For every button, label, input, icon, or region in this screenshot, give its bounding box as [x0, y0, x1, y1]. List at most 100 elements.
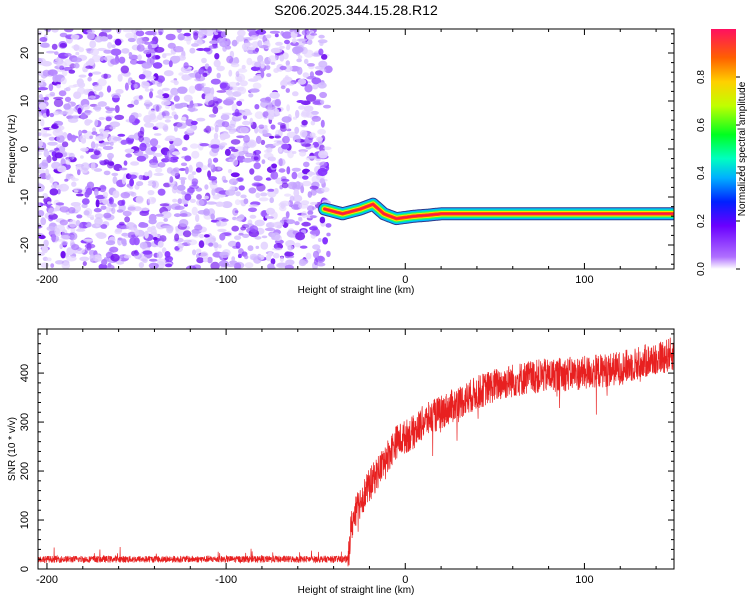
noise-speckle	[117, 133, 126, 137]
noise-speckle	[196, 199, 205, 206]
noise-speckle	[254, 104, 260, 110]
noise-speckle	[170, 87, 179, 96]
noise-speckle	[155, 167, 163, 173]
noise-speckle	[303, 58, 309, 65]
noise-speckle	[111, 207, 116, 214]
noise-speckle	[312, 84, 319, 90]
noise-speckle	[38, 183, 45, 192]
noise-speckle	[133, 99, 139, 106]
noise-speckle	[269, 197, 275, 204]
noise-speckle	[279, 45, 285, 50]
noise-speckle	[56, 184, 63, 190]
noise-speckle	[242, 157, 253, 163]
noise-speckle	[178, 168, 187, 171]
noise-speckle	[298, 216, 303, 221]
noise-speckle	[244, 262, 254, 269]
noise-speckle	[49, 91, 56, 97]
noise-speckle	[93, 150, 101, 156]
noise-speckle	[201, 57, 207, 64]
noise-speckle	[70, 134, 77, 143]
noise-speckle	[105, 110, 113, 114]
noise-speckle	[270, 258, 276, 265]
noise-speckle	[244, 254, 249, 260]
noise-speckle	[255, 192, 261, 199]
noise-speckle	[226, 55, 234, 64]
noise-speckle	[317, 82, 327, 89]
noise-speckle	[284, 264, 294, 269]
noise-speckle	[38, 70, 44, 76]
noise-speckle	[225, 97, 237, 101]
noise-speckle	[93, 168, 103, 172]
noise-speckle	[163, 115, 173, 119]
noise-speckle	[231, 256, 236, 262]
noise-speckle	[273, 221, 283, 229]
noise-speckle	[58, 90, 67, 97]
noise-speckle	[163, 70, 174, 77]
noise-speckle	[53, 147, 60, 151]
noise-speckle	[244, 113, 249, 116]
noise-speckle	[89, 40, 97, 49]
noise-speckle	[38, 202, 41, 207]
noise-speckle	[230, 148, 239, 152]
noise-speckle	[202, 72, 208, 78]
noise-speckle	[228, 146, 236, 150]
noise-speckle	[120, 139, 128, 145]
noise-speckle	[274, 135, 282, 139]
noise-speckle	[186, 128, 195, 134]
noise-speckle	[134, 251, 140, 256]
noise-speckle	[38, 102, 47, 110]
noise-speckle	[109, 126, 116, 130]
snr-y-tick-label: 300	[19, 413, 31, 431]
noise-speckle	[173, 114, 179, 120]
noise-speckle	[281, 182, 289, 189]
noise-speckle	[154, 46, 165, 53]
noise-speckle	[196, 48, 206, 51]
noise-speckle	[206, 201, 217, 205]
noise-speckle	[236, 75, 243, 82]
noise-speckle	[248, 88, 260, 93]
noise-speckle	[242, 120, 251, 126]
noise-speckle	[152, 62, 163, 69]
noise-speckle	[71, 57, 83, 63]
noise-speckle	[177, 184, 186, 191]
noise-speckle	[281, 31, 293, 39]
noise-speckle	[177, 33, 185, 41]
noise-speckle	[68, 85, 77, 88]
noise-speckle	[46, 226, 56, 232]
noise-speckle	[273, 188, 279, 195]
noise-speckle	[214, 32, 219, 36]
noise-speckle	[274, 108, 280, 116]
noise-speckle	[207, 170, 212, 178]
noise-speckle	[309, 185, 319, 190]
noise-speckle	[263, 125, 268, 129]
noise-speckle	[267, 102, 273, 111]
noise-speckle	[161, 87, 170, 91]
noise-speckle	[166, 150, 173, 158]
noise-speckle	[135, 30, 145, 37]
noise-speckle	[38, 235, 46, 240]
noise-speckle	[280, 124, 287, 132]
noise-speckle	[78, 47, 85, 53]
noise-speckle	[280, 85, 286, 90]
noise-speckle	[299, 150, 307, 157]
noise-speckle	[281, 116, 292, 123]
noise-speckle	[143, 50, 152, 55]
noise-speckle	[89, 254, 95, 262]
noise-speckle	[64, 96, 72, 102]
noise-speckle	[187, 173, 195, 181]
noise-speckle	[100, 185, 107, 190]
noise-speckle	[169, 176, 174, 183]
noise-speckle	[285, 45, 291, 51]
noise-speckle	[242, 233, 250, 238]
noise-speckle	[308, 170, 313, 177]
noise-speckle	[128, 114, 136, 123]
noise-speckle	[242, 115, 248, 120]
snr-panel: -200 -100 0 100 0 100 200 300 400 Height of stra…	[7, 328, 675, 596]
spectrogram-y-tick-label: -20	[19, 237, 31, 253]
noise-speckle	[38, 139, 43, 148]
noise-speckle	[294, 221, 300, 226]
noise-speckle	[209, 182, 218, 190]
noise-speckle	[230, 62, 240, 68]
noise-speckle	[291, 167, 301, 172]
noise-speckle	[311, 77, 322, 85]
